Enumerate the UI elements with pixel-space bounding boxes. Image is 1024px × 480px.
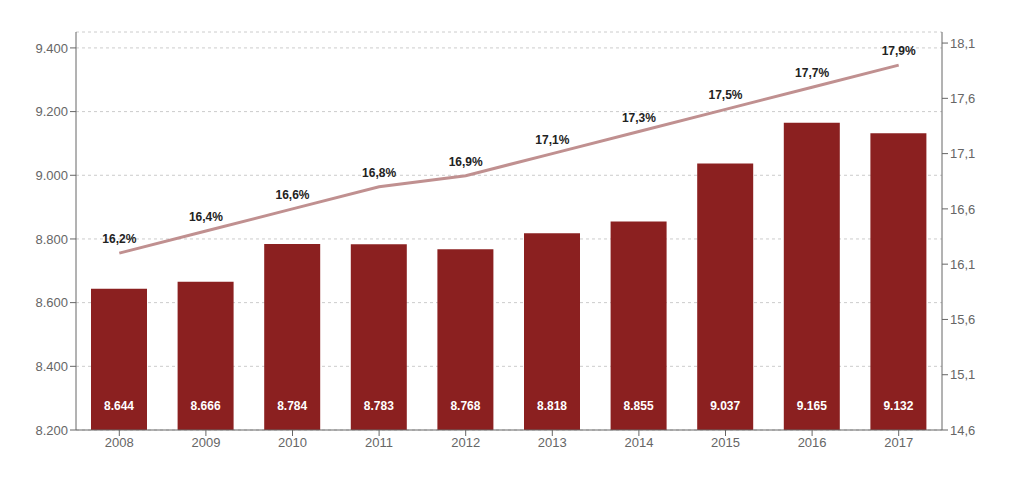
svg-text:2008: 2008 bbox=[105, 435, 134, 450]
svg-text:15,6: 15,6 bbox=[950, 312, 975, 327]
svg-text:8.200: 8.200 bbox=[35, 423, 68, 438]
svg-text:8.768: 8.768 bbox=[450, 399, 480, 413]
svg-text:8.400: 8.400 bbox=[35, 359, 68, 374]
svg-text:8.818: 8.818 bbox=[537, 399, 567, 413]
svg-text:16,4%: 16,4% bbox=[189, 210, 223, 224]
svg-text:8.784: 8.784 bbox=[277, 399, 307, 413]
svg-text:9.132: 9.132 bbox=[883, 399, 913, 413]
svg-text:8.600: 8.600 bbox=[35, 295, 68, 310]
svg-text:8.666: 8.666 bbox=[191, 399, 221, 413]
svg-text:17,3%: 17,3% bbox=[622, 111, 656, 125]
svg-text:2012: 2012 bbox=[451, 435, 480, 450]
svg-text:16,1: 16,1 bbox=[950, 257, 975, 272]
svg-text:2010: 2010 bbox=[278, 435, 307, 450]
svg-text:17,1: 17,1 bbox=[950, 146, 975, 161]
svg-text:17,7%: 17,7% bbox=[795, 66, 829, 80]
svg-text:8.855: 8.855 bbox=[624, 399, 654, 413]
svg-text:2015: 2015 bbox=[711, 435, 740, 450]
svg-text:2016: 2016 bbox=[798, 435, 827, 450]
svg-text:8.783: 8.783 bbox=[364, 399, 394, 413]
svg-text:9.165: 9.165 bbox=[797, 399, 827, 413]
svg-text:9.200: 9.200 bbox=[35, 104, 68, 119]
svg-text:17,1%: 17,1% bbox=[535, 133, 569, 147]
svg-text:16,2%: 16,2% bbox=[102, 232, 136, 246]
svg-text:16,6: 16,6 bbox=[950, 202, 975, 217]
svg-text:9.400: 9.400 bbox=[35, 41, 68, 56]
svg-text:16,8%: 16,8% bbox=[362, 166, 396, 180]
svg-text:18,1: 18,1 bbox=[950, 36, 975, 51]
svg-text:2009: 2009 bbox=[191, 435, 220, 450]
svg-text:14,6: 14,6 bbox=[950, 423, 975, 438]
svg-text:15,1: 15,1 bbox=[950, 367, 975, 382]
svg-text:8.800: 8.800 bbox=[35, 232, 68, 247]
svg-text:2013: 2013 bbox=[538, 435, 567, 450]
svg-text:8.644: 8.644 bbox=[104, 399, 134, 413]
svg-text:17,5%: 17,5% bbox=[708, 88, 742, 102]
svg-text:2014: 2014 bbox=[624, 435, 653, 450]
svg-text:16,9%: 16,9% bbox=[449, 155, 483, 169]
svg-text:17,9%: 17,9% bbox=[882, 44, 916, 58]
svg-text:16,6%: 16,6% bbox=[275, 188, 309, 202]
svg-text:2017: 2017 bbox=[884, 435, 913, 450]
svg-text:17,6: 17,6 bbox=[950, 91, 975, 106]
svg-text:9.000: 9.000 bbox=[35, 168, 68, 183]
svg-text:9.037: 9.037 bbox=[710, 399, 740, 413]
svg-text:2011: 2011 bbox=[365, 435, 393, 450]
